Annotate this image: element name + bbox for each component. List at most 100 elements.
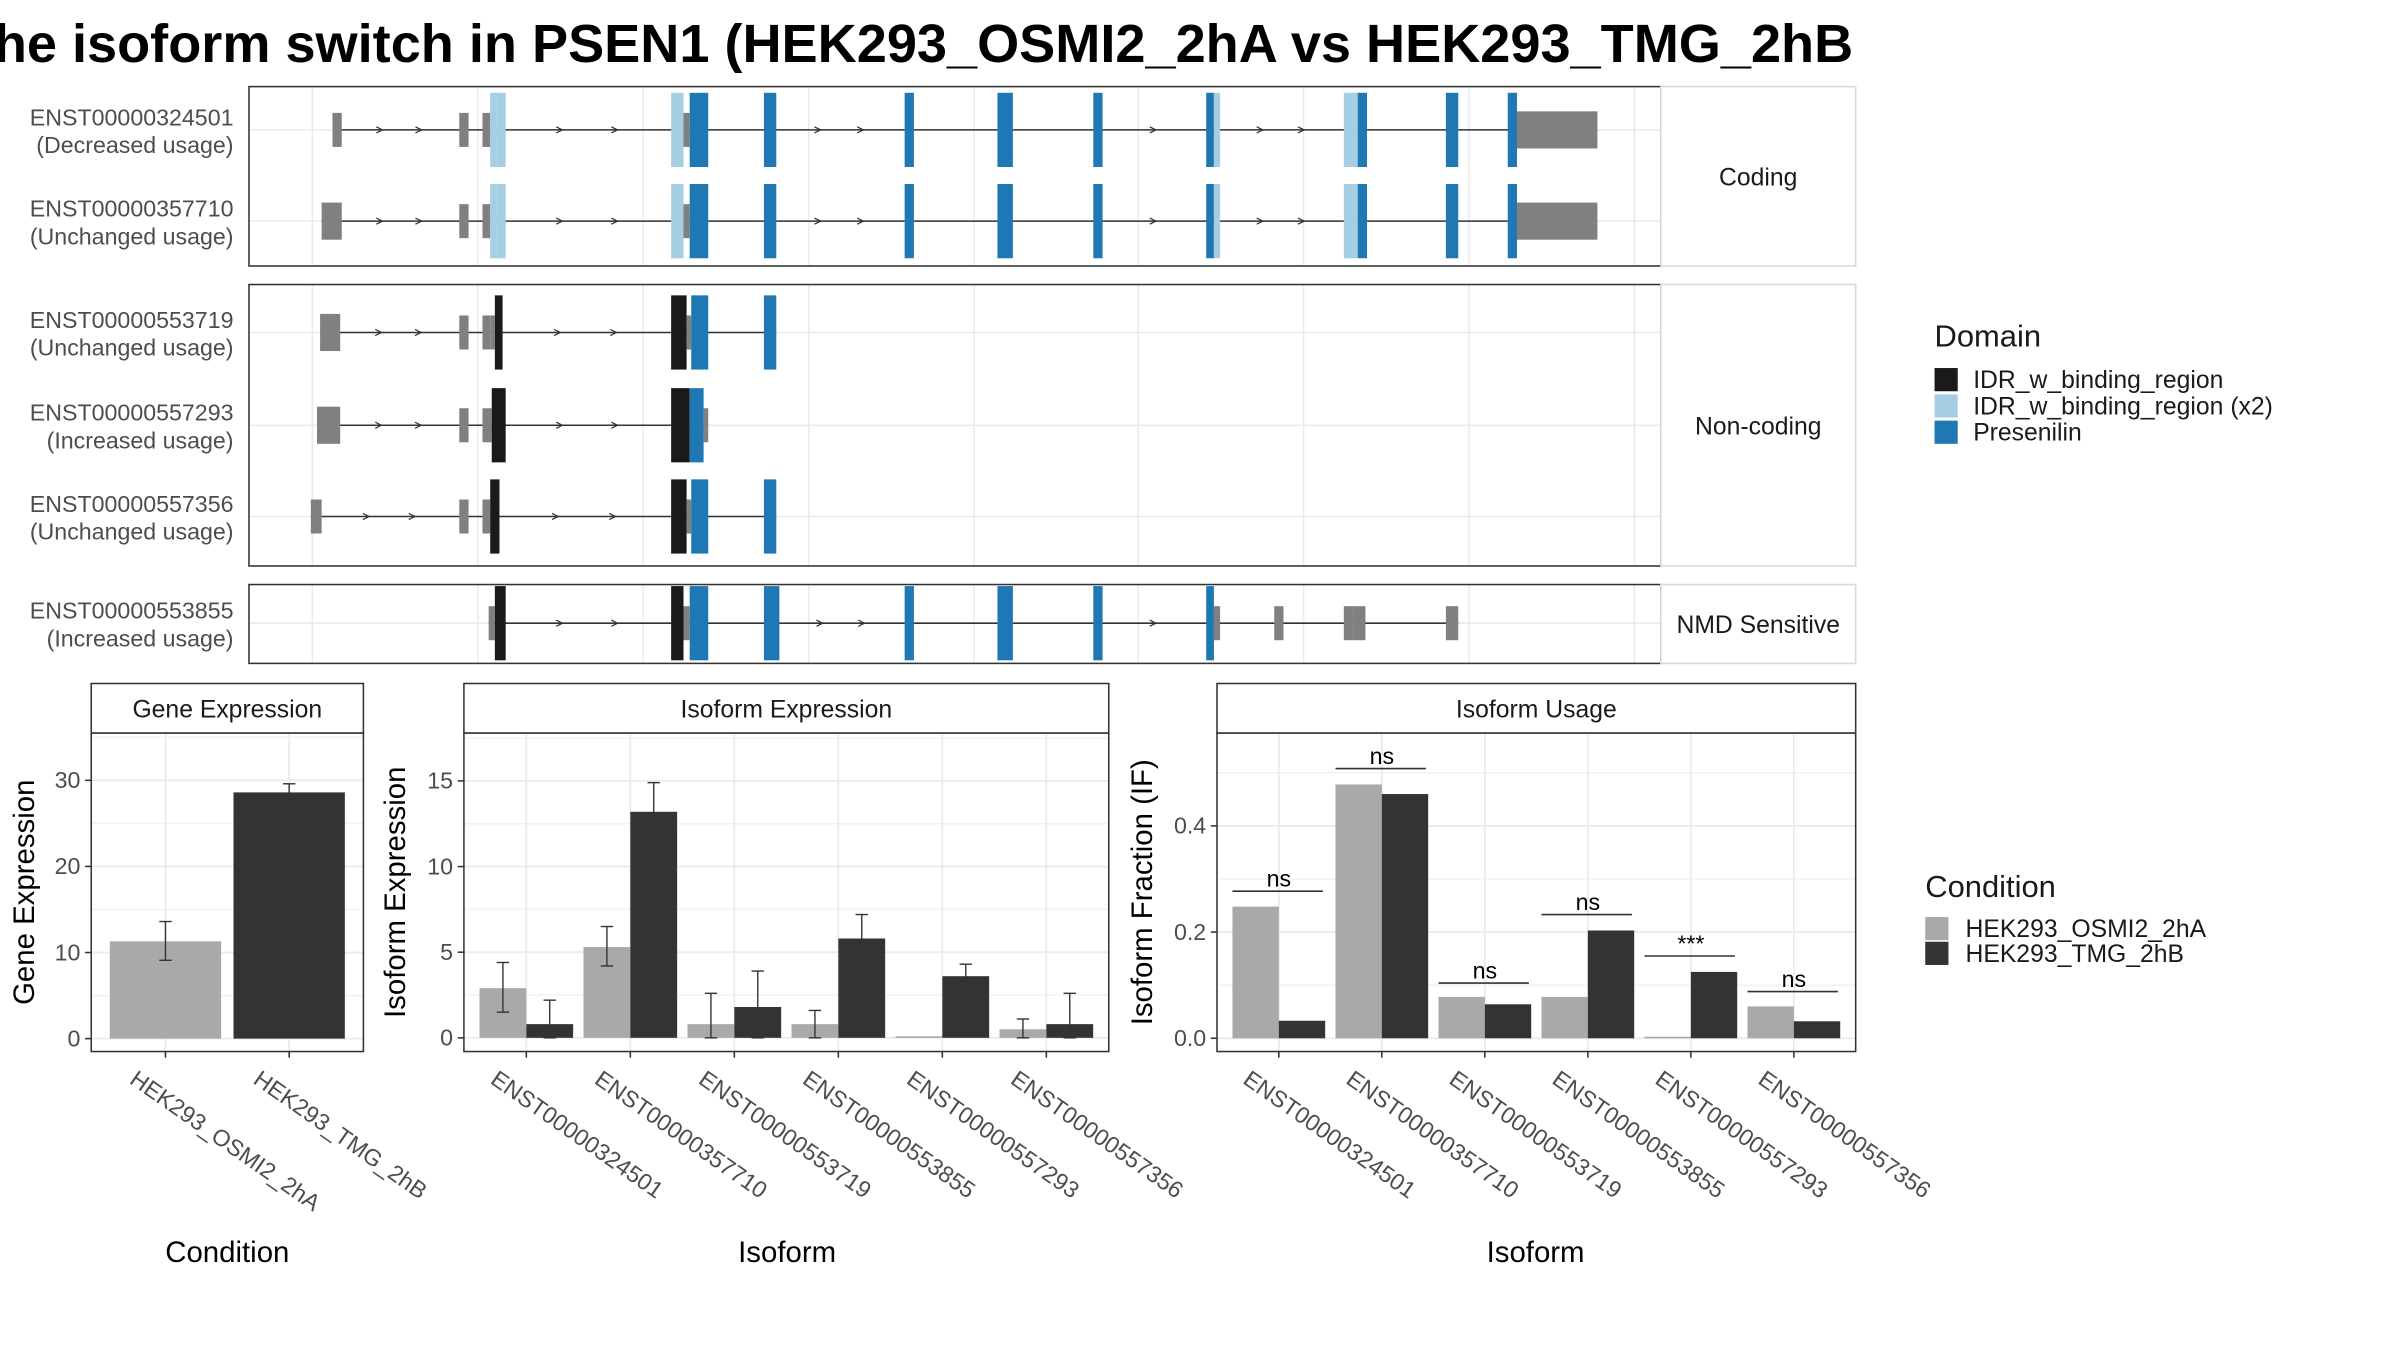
exon-block [317,406,341,444]
significance-label: ns [1267,866,1291,892]
exon-block [490,184,497,259]
exon-block [321,202,342,240]
facet-strip [1216,682,1857,734]
facet-strip-label: Non-coding [1695,414,1822,441]
exon-block [494,586,506,661]
bar [1793,1021,1841,1039]
y-tick-label: 30 [55,767,81,793]
y-tick-label: 0.2 [1174,919,1206,945]
arrow-mark [1149,126,1158,134]
transcript-id-label: ENST00000557293 [30,400,234,426]
exon-block [763,586,780,661]
exon-block [459,204,469,239]
arrow-mark [856,217,865,225]
exon-block [482,112,491,147]
domain-legend-label: Presenilin [1973,420,2082,447]
exon-block [1357,92,1368,168]
arrow-mark [553,328,562,337]
exon-block [1093,92,1103,168]
exon-block [683,112,690,147]
arrow-mark [611,217,619,225]
exon-block [1213,606,1221,641]
bar [1335,784,1382,1039]
exon-block [1357,184,1368,259]
arrow-mark [814,217,823,225]
exon-block [1206,92,1214,168]
exon-block [1274,606,1284,641]
y-tick-label: 10 [55,939,81,965]
exon-block [1507,184,1518,259]
arrow-mark [814,126,823,134]
exon-block [904,92,914,168]
arrow-mark [1256,126,1265,134]
y-tick-label: 15 [427,768,453,794]
exon-block [691,479,709,554]
y-axis-label: Isoform Fraction (IF) [1126,759,1159,1025]
facet-strip-label: Isoform Usage [1456,697,1617,724]
facet-strip [90,682,365,734]
transcript-row [317,388,709,463]
exon-block [689,586,709,661]
exon-block [1206,184,1214,259]
exon-block [763,295,777,370]
exon-block [671,295,687,370]
exon-block [490,92,497,168]
bar [1278,1020,1326,1039]
exon-block [904,586,914,661]
arrow-mark [857,619,866,627]
transcript-id-label: ENST00000324501 [30,104,234,130]
bar [630,811,678,1038]
exon-block [1343,92,1358,168]
exon-block [686,315,692,350]
bar [1747,1006,1794,1039]
exon-block [1445,92,1459,168]
arrow-mark [362,512,371,521]
transcript-id-label: ENST00000557356 [30,491,234,517]
bar [1541,996,1588,1039]
condition-legend-label: HEK293_TMG_2hB [1965,941,2184,968]
bar [1644,1036,1691,1039]
domain-legend-swatch [1934,394,1958,418]
exon-block [1445,606,1459,641]
domain-legend-label: IDR_w_binding_region (x2) [1973,393,2273,420]
arrow-mark [555,217,564,225]
condition-legend-title: Condition [1925,869,2056,904]
exon-block [691,295,709,370]
exon-block [671,479,687,554]
exon-block [1213,92,1221,168]
arrow-mark [1149,217,1158,225]
significance-label: *** [1677,930,1704,956]
facet-strip [1660,85,1857,267]
bar [1232,906,1279,1039]
exon-block [459,112,469,147]
arrow-mark [555,126,564,134]
arrow-mark [408,512,417,521]
y-tick-label: 5 [440,939,453,965]
exon-block [1517,111,1598,149]
plot-background [1217,732,1856,1052]
exon-block [494,295,503,370]
structure-group-0: Coding [248,85,1857,267]
transcript-id-label: ENST00000553855 [30,598,234,624]
significance-label: ns [1576,889,1601,915]
exon-block [683,606,690,641]
arrow-mark [1149,619,1158,627]
exon-block [763,184,777,259]
exon-block [488,606,495,641]
bar [1484,1004,1532,1039]
x-axis-label: Isoform [1487,1236,1585,1269]
exon-block [1517,202,1598,240]
arrow-mark [856,126,865,134]
exon-block [490,479,500,554]
facet-strip-label: Gene Expression [132,697,322,724]
transcript-usage-label: (Decreased usage) [36,132,233,158]
exon-block [1213,184,1221,259]
arrow-mark [611,421,619,429]
exon-block [482,204,491,239]
transcript-usage-label: (Increased usage) [47,427,234,453]
transcript-structure-panel: Coding ENST00000324501(Decreased usage) EN… [30,85,1857,665]
transcript-id-label: ENST00000553719 [30,307,234,333]
transcript-row [321,184,1598,259]
exon-block [1445,184,1459,259]
